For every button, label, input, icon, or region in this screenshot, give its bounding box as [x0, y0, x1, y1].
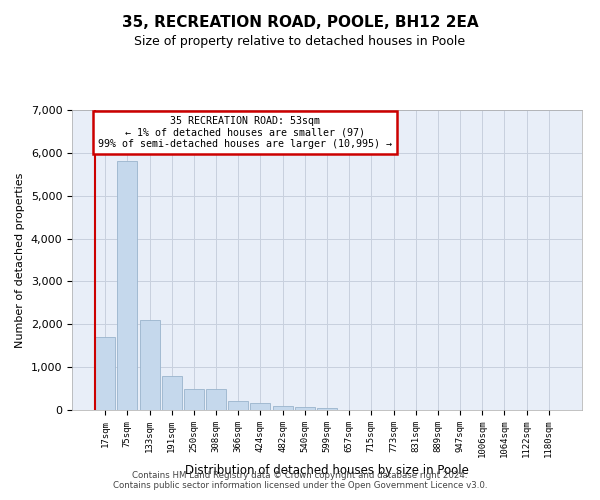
- Y-axis label: Number of detached properties: Number of detached properties: [15, 172, 25, 348]
- Bar: [228, 402, 248, 410]
- Bar: [95, 337, 115, 410]
- Bar: [272, 406, 293, 410]
- X-axis label: Distribution of detached houses by size in Poole: Distribution of detached houses by size …: [185, 464, 469, 477]
- Text: Contains HM Land Registry data © Crown copyright and database right 2024.
Contai: Contains HM Land Registry data © Crown c…: [113, 470, 487, 490]
- Bar: [184, 389, 204, 410]
- Bar: [162, 376, 182, 410]
- Text: 35, RECREATION ROAD, POOLE, BH12 2EA: 35, RECREATION ROAD, POOLE, BH12 2EA: [122, 15, 478, 30]
- Bar: [250, 404, 271, 410]
- Bar: [295, 407, 315, 410]
- Text: Size of property relative to detached houses in Poole: Size of property relative to detached ho…: [134, 35, 466, 48]
- Bar: [317, 408, 337, 410]
- Bar: [118, 162, 137, 410]
- Bar: [206, 389, 226, 410]
- Text: 35 RECREATION ROAD: 53sqm
← 1% of detached houses are smaller (97)
99% of semi-d: 35 RECREATION ROAD: 53sqm ← 1% of detach…: [98, 116, 392, 149]
- Bar: [140, 320, 160, 410]
